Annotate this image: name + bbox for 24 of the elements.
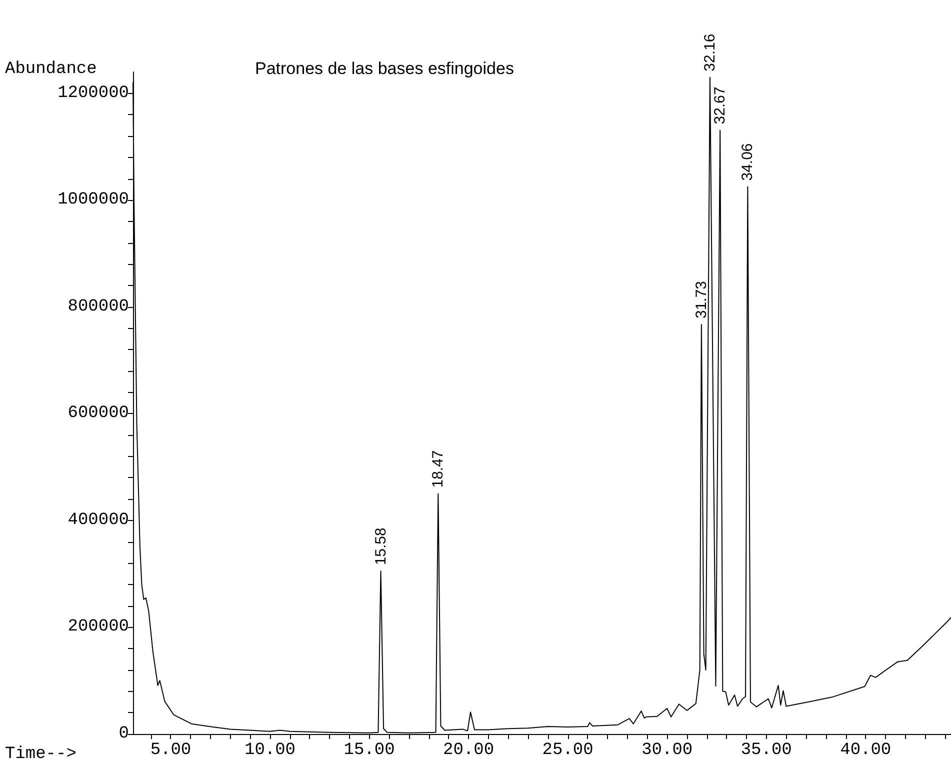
y-tick-label: 400000 [68,510,129,530]
x-axis-title: Time--> [5,745,76,764]
x-tick-label: 10.00 [244,741,296,760]
x-tick-label: 15.00 [344,741,395,760]
x-tick-label: 25.00 [542,741,594,760]
annotation: 18.47 [430,450,447,488]
y-axis-title: Abundance [5,60,97,79]
x-tick-label: 20.00 [443,741,494,760]
chart-title: Patrones de las bases esfingoides [255,59,514,78]
annotation: 32.16 [701,34,718,72]
annotation: 34.06 [739,143,756,181]
x-tick-label: 5.00 [150,741,192,760]
y-tick-label: 600000 [68,404,129,424]
x-tick-label: 35.00 [740,741,792,760]
x-tick-label: 30.00 [642,741,693,760]
y-tick-label: 800000 [68,297,129,316]
x-tick-label: 40.00 [840,741,892,760]
annotation: 32.67 [712,86,729,124]
annotation: 31.73 [692,280,710,319]
y-tick-label: 1000000 [58,190,129,210]
y-tick-label: 0 [118,724,129,744]
y-tick-label: 1200000 [58,84,129,103]
annotation: 15.58 [372,528,390,566]
y-tick-label: 200000 [68,618,129,637]
